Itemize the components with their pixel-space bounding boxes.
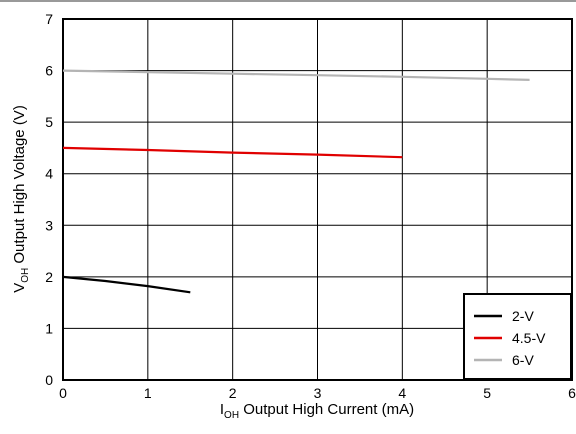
y-axis-title: VOH Output High Voltage (V): [11, 105, 31, 293]
y-tick-label: 4: [45, 166, 53, 182]
y-tick-label: 2: [45, 269, 53, 285]
y-axis-title-rest: Output High Voltage (V): [11, 105, 28, 268]
y-axis-title-main: V: [11, 283, 28, 293]
x-axis-title-main: I: [220, 401, 224, 418]
legend: 2-V 4.5-V 6-V: [463, 293, 572, 380]
y-tick-label: 5: [45, 114, 53, 130]
legend-box: [463, 293, 572, 380]
x-axis-title-rest: Output High Current (mA): [239, 401, 414, 418]
x-tick-label: 6: [568, 385, 576, 401]
x-tick-label: 5: [483, 385, 491, 401]
series-line-4-5-v: [62, 146, 403, 159]
y-tick-label: 0: [45, 372, 53, 388]
y-axis-title-sub: OH: [20, 268, 31, 283]
plot-frame: [62, 18, 573, 381]
x-tick-label: 3: [314, 385, 322, 401]
x-tick-label: 1: [144, 385, 152, 401]
x-axis-title: IOH Output High Current (mA): [220, 401, 414, 421]
x-axis-title-sub: OH: [224, 410, 239, 421]
series-line-6-v: [62, 69, 530, 81]
y-tick-label: 1: [45, 320, 53, 336]
x-tick-label: 4: [398, 385, 406, 401]
y-tick-label: 3: [45, 217, 53, 233]
y-tick-label: 6: [45, 63, 53, 79]
x-tick-labels: 0 1 2 3 4 5 6: [59, 385, 576, 401]
legend-label-6-v: 6-V: [512, 352, 534, 368]
series-line-2-v: [62, 275, 191, 294]
legend-label-2-v: 2-V: [512, 308, 534, 324]
series-layer: [62, 69, 530, 294]
y-tick-labels: 0 1 2 3 4 5 6 7: [45, 11, 53, 388]
y-tick-label: 7: [45, 11, 53, 27]
x-tick-label: 2: [229, 385, 237, 401]
legend-label-4-5-v: 4.5-V: [512, 330, 546, 346]
x-tick-label: 0: [59, 385, 67, 401]
